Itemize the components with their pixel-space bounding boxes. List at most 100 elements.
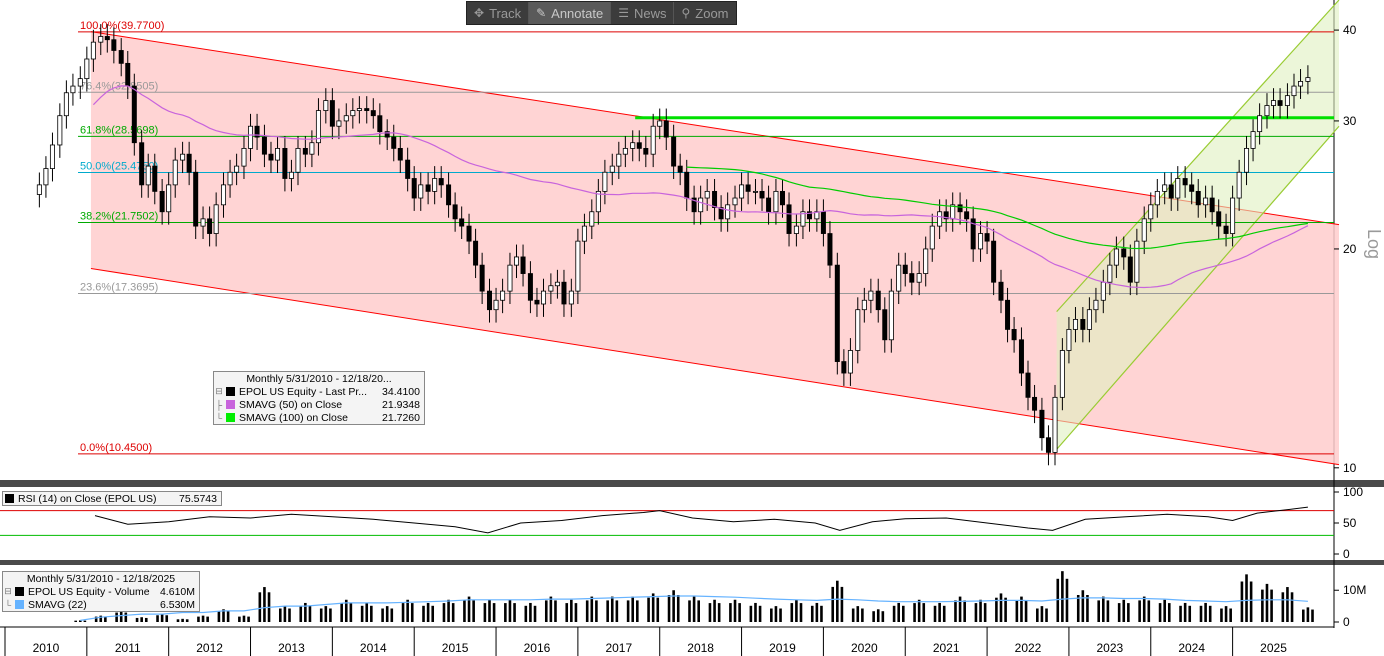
volume-bar: [733, 599, 737, 622]
magnifier-icon: ⚲: [681, 6, 691, 20]
volume-bar: [795, 599, 798, 622]
volume-bar: [422, 605, 425, 622]
volume-bar: [115, 612, 118, 622]
legend-name-sma100: SMAVG (100) on Close: [239, 411, 348, 424]
candle-body: [630, 142, 636, 149]
candle-body: [268, 153, 274, 161]
candle-body: [275, 147, 281, 161]
volume-bar: [160, 614, 164, 622]
volume-bar: [124, 612, 128, 622]
x-axis-year-label: 2021: [933, 641, 960, 655]
zoom-button[interactable]: ⚲ Zoom: [674, 2, 735, 24]
volume-bar: [1261, 589, 1264, 622]
candle-body: [581, 225, 587, 242]
volume-bar: [197, 616, 200, 622]
volume-bar: [99, 615, 103, 622]
candle-body: [602, 171, 608, 192]
candle-body: [991, 240, 997, 283]
legend-name-price: EPOL US Equity - Last Pr...: [239, 385, 367, 398]
swatch-sma50: [226, 400, 235, 409]
volume-bar: [585, 600, 589, 622]
candle-body: [1134, 240, 1140, 283]
volume-bar: [1188, 605, 1192, 622]
volume-bar: [942, 605, 946, 622]
candle-body: [104, 36, 110, 41]
candle-body: [1250, 131, 1256, 149]
volume-bar: [565, 603, 569, 622]
panel-divider-rsi-volume: [0, 560, 1384, 565]
volume-bar: [390, 608, 394, 622]
volume-bar: [922, 603, 926, 622]
log-scale-label: Log: [1364, 229, 1384, 259]
volume-bar: [1020, 596, 1023, 622]
volume-bar: [1183, 602, 1187, 622]
candle-body: [514, 256, 520, 266]
volume-bar: [851, 608, 855, 622]
volume-bar: [570, 599, 573, 622]
volume-bar: [861, 608, 864, 622]
volume-bar: [217, 611, 221, 622]
volume-bar: [1229, 608, 1232, 622]
volume-bar: [770, 608, 773, 622]
volume-bar: [513, 603, 516, 622]
volume-legend[interactable]: Monthly 5/31/2010 - 12/18/2025 ⊟ EPOL US …: [2, 571, 200, 612]
volume-bar: [610, 596, 614, 622]
candle-body: [902, 264, 908, 274]
volume-bar: [288, 608, 291, 622]
volume-bar: [790, 603, 794, 622]
track-button[interactable]: ✥ Track: [467, 2, 530, 24]
candle-body: [1086, 309, 1092, 330]
volume-bar: [1081, 590, 1085, 622]
rsi-legend[interactable]: RSI (14) on Close (EPOL US) 75.5743: [2, 491, 222, 506]
candle-body: [377, 115, 383, 133]
volume-bar: [1147, 600, 1151, 622]
candle-body: [57, 115, 63, 146]
candle-body: [1277, 100, 1283, 106]
candle-body: [847, 350, 853, 374]
candle-body: [49, 144, 55, 169]
price-legend[interactable]: Monthly 5/31/2010 - 12/18/20... ⊟ EPOL US…: [213, 371, 425, 425]
volume-bar: [979, 599, 982, 622]
x-axis-year-label: 2015: [442, 641, 469, 655]
volume-bar: [308, 605, 312, 622]
candle-body: [643, 147, 649, 155]
candle-body: [493, 299, 499, 311]
volume-bar: [1204, 602, 1207, 622]
volume-bar: [401, 603, 405, 622]
news-button[interactable]: ☰ News: [611, 2, 675, 24]
candle-body: [663, 120, 669, 138]
volume-bar: [1306, 607, 1310, 622]
volume-bar: [508, 599, 512, 622]
swatch-volume-sma: [15, 600, 24, 609]
volume-bar: [856, 606, 860, 622]
volume-bar: [381, 608, 384, 622]
volume-bar: [958, 596, 962, 622]
x-axis-year-label: 2017: [605, 641, 632, 655]
price-y-tick-label: 20: [1343, 242, 1357, 256]
volume-bar: [1220, 608, 1223, 622]
volume-bar: [651, 593, 655, 622]
candle-body: [370, 110, 376, 117]
candle-body: [984, 233, 990, 242]
volume-bar: [549, 596, 553, 622]
candle-body: [1305, 77, 1311, 82]
volume-bar: [917, 599, 921, 622]
volume-bar: [410, 603, 414, 622]
candle-body: [636, 142, 642, 149]
candle-body: [1113, 248, 1119, 266]
volume-bar: [697, 600, 700, 622]
annotate-button[interactable]: ✎ Annotate: [529, 2, 612, 24]
volume-bar: [544, 600, 548, 622]
volume-bar: [283, 606, 287, 622]
candle-body: [118, 50, 124, 64]
volume-bar: [631, 596, 635, 622]
candle-body: [841, 361, 847, 374]
volume-bar: [329, 608, 332, 622]
candle-body: [1148, 204, 1154, 220]
candle-body: [739, 184, 745, 199]
x-axis-year-label: 2018: [687, 641, 714, 655]
candle-body: [1032, 396, 1038, 411]
candle-body: [1127, 256, 1133, 283]
candle-body: [139, 142, 145, 186]
